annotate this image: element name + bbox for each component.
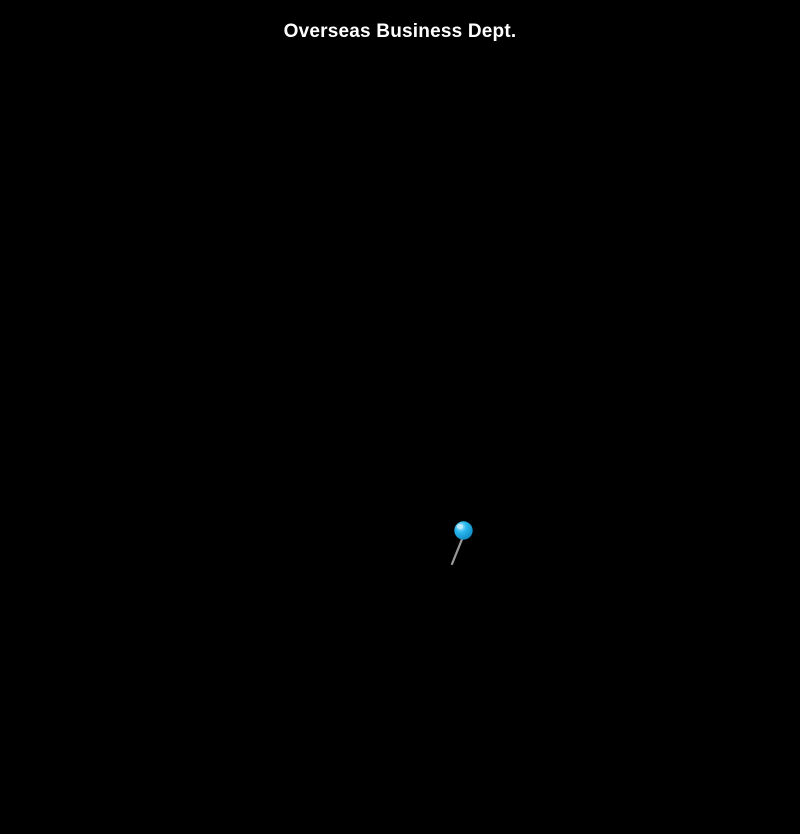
pin-needle xyxy=(450,536,464,566)
map-pin[interactable] xyxy=(440,514,480,574)
pushpin-icon xyxy=(450,521,473,566)
pin-head-highlight xyxy=(456,523,464,530)
page-title: Overseas Business Dept. xyxy=(283,21,517,42)
pin-head xyxy=(454,521,473,540)
